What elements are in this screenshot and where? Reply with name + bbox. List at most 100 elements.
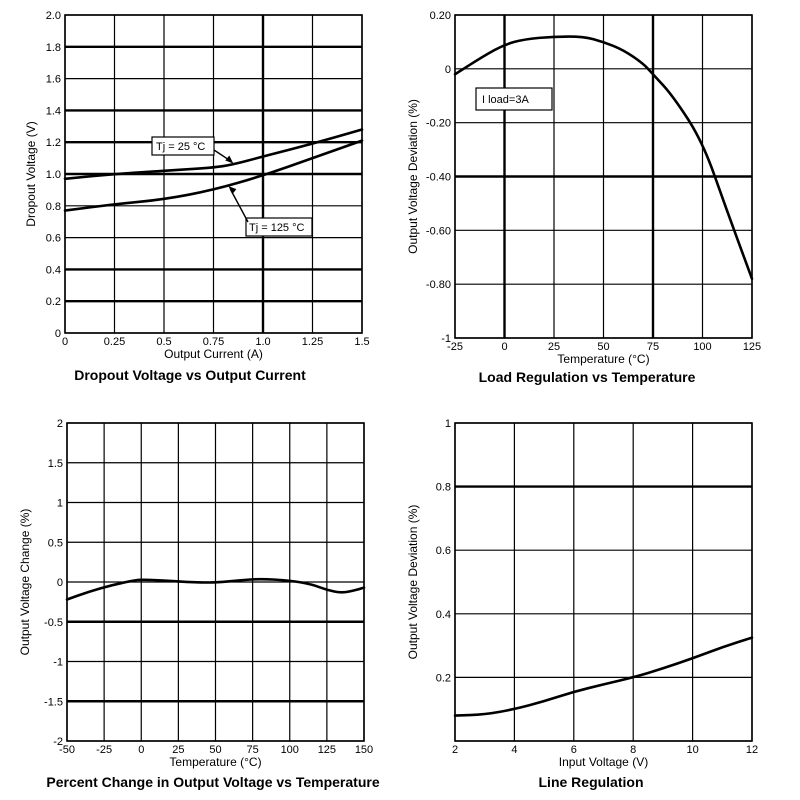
x-tick-label: -50 (59, 744, 75, 756)
x-tick-label: 125 (318, 744, 336, 756)
x-tick-label: 150 (355, 744, 373, 756)
x-tick-label: 0.75 (203, 336, 224, 348)
y-tick-label: 2.0 (46, 10, 61, 22)
y-tick-label: 1 (57, 498, 63, 510)
chart-title: Dropout Voltage vs Output Current (74, 367, 306, 383)
annotations-dropout: Tj = 25 °C Tj = 125 °C (151, 136, 313, 237)
x-tick-label: 0.25 (104, 336, 125, 348)
y-tick-label: 1.2 (46, 137, 61, 149)
y-tick-label: -0.5 (44, 617, 63, 629)
x-tick-label: 0 (138, 744, 144, 756)
x-tick-label: 100 (693, 341, 711, 353)
x-tick-label: 25 (172, 744, 184, 756)
x-tick-label: 1.5 (354, 336, 369, 348)
x-tick-label: 50 (597, 341, 609, 353)
x-tick-label: 12 (746, 744, 758, 756)
x-tick-label: -25 (447, 341, 463, 353)
x-tick-label: 100 (281, 744, 299, 756)
y-tick-label: 0.8 (436, 482, 451, 494)
x-tick-label: 2 (452, 744, 458, 756)
annotation-box (245, 217, 313, 237)
y-tick-label: 0 (445, 64, 451, 76)
y-axis-label: Dropout Voltage (V) (24, 121, 38, 226)
y-tick-label: 0.4 (46, 264, 61, 276)
x-tick-label: 25 (548, 341, 560, 353)
x-axis-label: Output Current (A) (164, 347, 263, 361)
arrow-head-icon (225, 155, 234, 164)
grid (454, 14, 753, 339)
x-tick-label: 0.5 (156, 336, 171, 348)
y-tick-label: -0.20 (426, 118, 451, 130)
y-tick-label: -0.40 (426, 172, 451, 184)
x-tick-label: 1.25 (302, 336, 323, 348)
x-axis-label: Input Voltage (V) (559, 755, 648, 769)
annotation-box (475, 87, 553, 111)
plot-frame (64, 14, 363, 334)
series-line-1 (63, 128, 364, 181)
chart-dropout: 0 0.25 0.5 0.75 1.0 1.25 1.5 0 0.2 0.4 0.6 0.8 1.0 1.… (24, 10, 370, 383)
y-tick-label: 1.5 (48, 458, 63, 470)
y-tick-label: 1 (445, 418, 451, 430)
y-axis-label: Output Voltage Deviation (%) (406, 505, 420, 660)
series-line-2 (63, 139, 364, 212)
x-tick-label: 0 (62, 336, 68, 348)
x-tick-label: 4 (511, 744, 517, 756)
x-tick-label: 75 (247, 744, 259, 756)
y-tick-label: -1.5 (44, 696, 63, 708)
y-tick-label: -0.80 (426, 279, 451, 291)
chart-title: Line Regulation (539, 774, 644, 790)
x-tick-label: -25 (96, 744, 112, 756)
x-axis-label: Temperature (°C) (557, 352, 649, 366)
y-tick-label: 0.20 (430, 10, 451, 22)
y-axis-label: Output Voltage Change (%) (18, 509, 32, 656)
annotation-label: Tj = 125 °C (249, 222, 305, 234)
x-tick-label: 8 (630, 744, 636, 756)
x-tick-label: 1.0 (255, 336, 270, 348)
x-tick-label: 0 (501, 341, 507, 353)
grid (454, 422, 753, 742)
chart-percent: -50 -25 0 25 50 75 100 125 150 -2 -1.5 -1 -0.5 0 0.5 1 1… (18, 418, 380, 790)
y-tick-label: 1.8 (46, 42, 61, 54)
y-tick-label: 0.6 (436, 545, 451, 557)
arrow-head-icon (228, 186, 237, 195)
x-tick-label: 125 (743, 341, 761, 353)
y-tick-label: -2 (53, 736, 63, 748)
chart-load: -25 0 25 50 75 100 125 -1 -0.80 -0.60 -0.40 -0.20 0 0… (406, 10, 761, 385)
y-tick-label: 0.5 (48, 537, 63, 549)
x-axis-label: Temperature (°C) (169, 755, 261, 769)
y-tick-label: -0.60 (426, 225, 451, 237)
x-tick-label: 50 (209, 744, 221, 756)
y-tick-label: 1.6 (46, 74, 61, 86)
plot-frame (454, 14, 753, 339)
y-tick-label: 1.0 (46, 169, 61, 181)
x-tick-label: 6 (571, 744, 577, 756)
chart-line: 2 4 6 8 10 12 0.2 0.4 0.6 0.8 1 Input Voltage (V) Ou… (406, 418, 758, 790)
x-tick-label: 10 (686, 744, 698, 756)
y-tick-label: 0.2 (46, 296, 61, 308)
annotation-arrow (229, 188, 249, 223)
plot-frame (454, 422, 753, 742)
x-tick-label: 75 (647, 341, 659, 353)
chart-title: Load Regulation vs Temperature (479, 369, 696, 385)
series-line-1 (65, 577, 366, 601)
y-tick-label: 0.4 (436, 609, 451, 621)
y-tick-label: 0.6 (46, 233, 61, 245)
series-line-1 (453, 636, 754, 717)
chart-title: Percent Change in Output Voltage vs Temp… (46, 774, 379, 790)
y-tick-label: 1.4 (46, 105, 61, 117)
plot-frame (66, 422, 365, 742)
y-axis-label: Output Voltage Deviation (%) (406, 99, 420, 254)
annotations-load: I load=3A (475, 87, 553, 111)
y-tick-label: 0 (57, 577, 63, 589)
y-tick-label: 0.8 (46, 201, 61, 213)
annotation-box (151, 136, 215, 156)
annotation-label: Tj = 25 °C (156, 141, 205, 153)
series-line-1 (453, 35, 754, 281)
y-tick-label: -1 (53, 657, 63, 669)
y-tick-label: 0 (55, 328, 61, 340)
annotation-label: I load=3A (482, 94, 529, 106)
y-tick-label: -1 (441, 333, 451, 345)
y-tick-label: 2 (57, 418, 63, 430)
y-tick-label: 0.2 (436, 672, 451, 684)
